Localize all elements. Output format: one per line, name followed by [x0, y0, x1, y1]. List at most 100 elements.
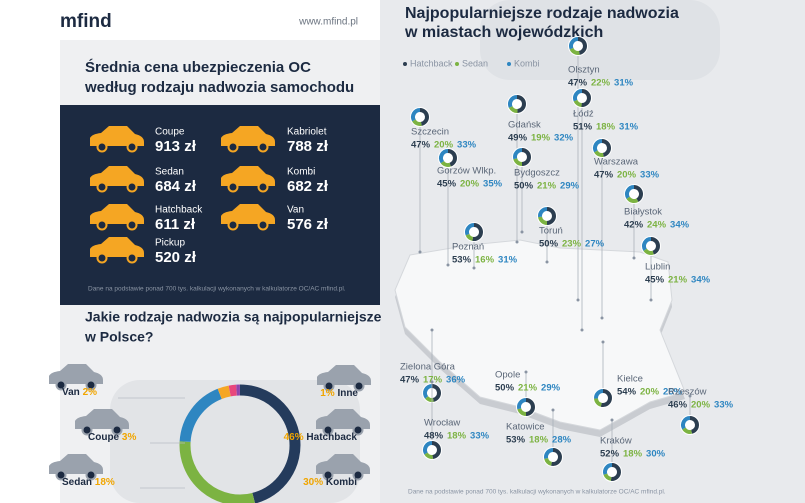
city-value: 47%: [568, 78, 588, 89]
legend-label: Hatchback: [410, 58, 453, 68]
city-donut-segment: [546, 207, 556, 225]
pin-dot: [472, 266, 476, 270]
city-value: 20%: [640, 387, 660, 398]
car-wheel: [257, 141, 269, 153]
city-donut-segment: [424, 452, 433, 459]
legend-dot: [403, 62, 407, 66]
legend-dot: [455, 62, 459, 66]
city-name: Poznań: [452, 242, 484, 253]
city-value: 29%: [560, 181, 580, 192]
city-donut-segment: [465, 223, 475, 236]
city-name: Łódź: [573, 109, 594, 120]
city-value: 54%: [617, 387, 637, 398]
city-donut-segment: [577, 37, 587, 55]
car-wheel: [96, 181, 108, 193]
city-name: Bydgoszcz: [514, 168, 560, 179]
city-value: 33%: [457, 140, 477, 151]
city-donut-segment: [538, 216, 548, 225]
city-name: Rzeszów: [668, 387, 707, 398]
section-title: Średnia cena ubezpieczenia OC: [85, 58, 311, 76]
city-donut-segment: [525, 398, 535, 416]
city-donut-segment: [513, 158, 523, 166]
city-value: 29%: [541, 383, 561, 394]
city-value: 30%: [646, 449, 666, 460]
city-donut-segment: [642, 237, 652, 251]
city-value: 34%: [691, 275, 711, 286]
note: Dane na podstawie ponad 700 tys. kalkula…: [88, 286, 346, 293]
pin-dot: [418, 250, 422, 254]
city-value: 16%: [475, 255, 495, 266]
section-title: w miastach wojewódzkich: [404, 24, 603, 41]
car-wheel: [85, 469, 97, 481]
car-icon: [75, 409, 129, 429]
car-wheel: [55, 379, 67, 391]
donut-segment: [239, 384, 301, 503]
segment-label: 1% Inne: [320, 388, 358, 399]
city-donut-segment: [633, 185, 643, 202]
segment-label: Van 2%: [62, 387, 97, 398]
city-donut-segment: [517, 408, 527, 416]
city-value: 18%: [596, 122, 616, 133]
city-name: Szczecin: [411, 127, 449, 138]
segment-name: Inne: [337, 388, 358, 399]
city-value: 31%: [619, 122, 639, 133]
city-value: 19%: [531, 133, 551, 144]
section-title: Jakie rodzaje nadwozia są najpopularniej…: [85, 309, 382, 325]
city-name: Olsztyn: [568, 65, 600, 76]
car-wheel: [322, 469, 334, 481]
city-value: 36%: [446, 375, 466, 386]
city-value: 28%: [552, 435, 572, 446]
city-donut-segment: [551, 448, 562, 466]
car-wheel: [126, 219, 138, 231]
city-value: 42%: [624, 220, 644, 231]
segment-label: 46% Hatchback: [284, 432, 358, 443]
segment-label: Sedan 18%: [62, 477, 115, 488]
city-donut-segment: [594, 150, 604, 157]
city-name: Opole: [495, 370, 520, 381]
pin-dot: [524, 370, 528, 374]
legend-label: Kombi: [514, 58, 540, 68]
city-name: Gorzów Wlkp.: [437, 166, 496, 177]
car-wheel: [323, 380, 335, 392]
car-wheel: [126, 141, 138, 153]
city-donut-segment: [643, 248, 654, 255]
city-name: Białystok: [624, 207, 662, 218]
city-name: Kielce: [617, 374, 643, 385]
price: 520 zł: [155, 249, 197, 266]
pin-dot: [601, 340, 605, 344]
car-icon: [90, 204, 144, 224]
city-donut-segment: [573, 99, 582, 107]
city-donut-segment: [569, 47, 580, 55]
body-type: Sedan: [155, 167, 184, 178]
car-wheel: [96, 141, 108, 153]
city-donut-segment: [544, 457, 553, 466]
city-donut-segment: [513, 148, 523, 160]
city-value: 47%: [411, 140, 431, 151]
pin-dot: [446, 263, 450, 267]
car-silhouette: [110, 380, 360, 503]
city-donut-segment: [521, 148, 531, 166]
note: Dane na podstawie ponad 700 tys. kalkula…: [408, 489, 666, 496]
city-value: 21%: [668, 275, 688, 286]
segment-name: Coupe: [88, 432, 120, 443]
car-icon: [316, 409, 370, 429]
price: 576 zł: [287, 216, 329, 233]
city-donut-segment: [581, 89, 591, 107]
car-wheel: [257, 219, 269, 231]
city-value: 24%: [647, 220, 667, 231]
city-value: 50%: [539, 239, 559, 250]
city-value: 47%: [594, 170, 614, 181]
body-type: Van: [287, 205, 304, 216]
car-wheel: [352, 469, 364, 481]
city-donut-segment: [682, 427, 692, 434]
car-icon: [90, 126, 144, 146]
pin-dot: [520, 230, 524, 234]
pin-dot: [551, 408, 555, 412]
city-donut-segment: [412, 119, 422, 126]
legend-dot: [507, 62, 511, 66]
city-value: 50%: [514, 181, 534, 192]
city-value: 47%: [400, 375, 420, 386]
city-name: Zielona Góra: [400, 362, 456, 373]
car-icon: [90, 166, 144, 186]
logo: mfind: [60, 11, 112, 32]
